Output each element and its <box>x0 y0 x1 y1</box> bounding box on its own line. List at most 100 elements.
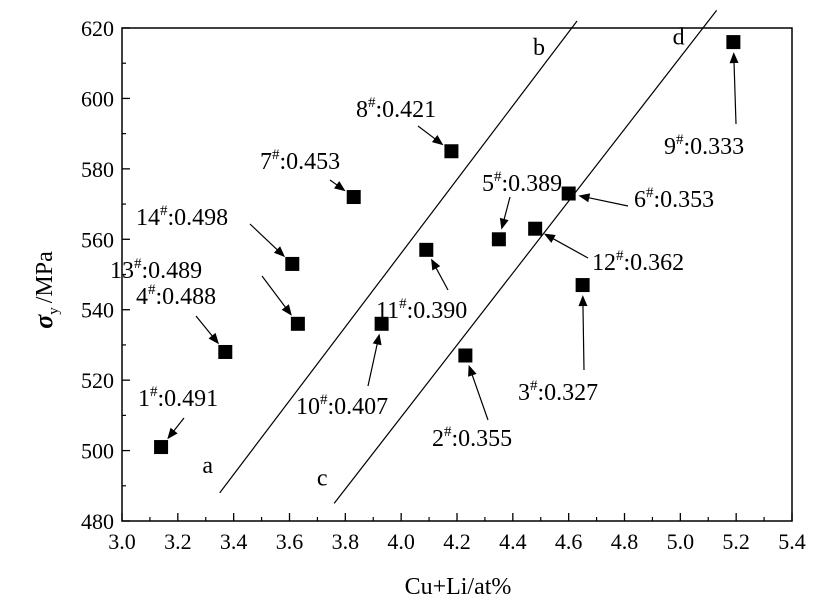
point-label-value: :0.353 <box>654 187 715 213</box>
point-label-sup: # <box>160 203 168 219</box>
y-tick-label: 620 <box>81 16 114 41</box>
point-label: 6#:0.353 <box>634 185 714 213</box>
annotation-arrow-head <box>578 295 588 307</box>
data-point-marker <box>374 316 389 331</box>
annotation-arrow-head <box>208 332 219 345</box>
x-tick-label: 3.6 <box>276 529 304 554</box>
y-tick-label: 520 <box>81 368 114 393</box>
y-tick-label: 580 <box>81 157 114 182</box>
annotation-arrow-shaft <box>249 223 279 252</box>
data-point-marker <box>218 344 233 359</box>
point-label-value: :0.498 <box>168 205 229 231</box>
y-axis-title: σy/MPa <box>29 251 62 329</box>
x-tick-label: 4.2 <box>443 529 471 554</box>
point-label-sup: # <box>320 392 328 408</box>
point-label-sup: # <box>150 384 158 400</box>
point-label: 10#:0.407 <box>296 392 388 420</box>
svg-text:σy/MPa: σy/MPa <box>29 251 62 329</box>
y-tick-label: 480 <box>81 509 114 534</box>
point-label-id: 13 <box>110 258 134 284</box>
x-axis-title: Cu+Li/at% <box>405 574 512 600</box>
x-tick-label: 4.4 <box>499 529 527 554</box>
annotation-arrow-shaft <box>172 417 185 433</box>
data-point-marker <box>575 278 590 293</box>
annotation-arrow-head <box>468 364 477 377</box>
point-label-value: :0.389 <box>502 171 563 197</box>
annotation-arrow-shaft <box>733 61 737 125</box>
y-tick-label: 500 <box>81 439 114 464</box>
data-points-layer <box>154 35 741 455</box>
annotation-arrow-shaft <box>503 196 511 222</box>
point-label-value: :0.453 <box>280 149 341 175</box>
trend-lines-layer: a b c d <box>202 10 718 504</box>
annotation-arrow-head <box>431 258 441 271</box>
axes-layer: 3.0 3.2 3.4 3.6 3.8 4.0 4.2 4.4 4.6 4.8 5.0 5.2 5.4 4… <box>81 16 806 554</box>
annotation-arrow-head <box>729 52 739 64</box>
point-label: 1#:0.491 <box>138 384 218 412</box>
trend-line <box>333 10 718 504</box>
trend-line-end-label: d <box>673 24 685 50</box>
point-label-value: :0.355 <box>452 426 513 452</box>
data-point-marker <box>491 232 506 247</box>
point-label-value: :0.390 <box>407 298 468 324</box>
point-label-sup: # <box>134 256 142 272</box>
point-label-value: :0.488 <box>156 284 217 310</box>
data-point-marker <box>154 440 169 455</box>
x-tick-label: 5.2 <box>722 529 750 554</box>
point-label: 12#:0.362 <box>592 248 684 276</box>
annotation-arrow-shaft <box>587 196 629 207</box>
point-label-id: 4 <box>136 284 148 310</box>
data-point-marker <box>528 221 543 236</box>
point-label-id: 8 <box>356 97 368 123</box>
point-label-id: 7 <box>260 149 272 175</box>
point-label-sup: # <box>148 282 156 298</box>
annotation-arrow-shaft <box>582 304 585 371</box>
point-label: 3#:0.327 <box>518 378 598 406</box>
x-tick-label: 3.4 <box>220 529 248 554</box>
data-point-marker <box>285 256 300 271</box>
point-label-value: :0.327 <box>538 380 599 406</box>
point-label-value: :0.421 <box>376 97 437 123</box>
point-labels-layer: 1#:0.4912#:0.3553#:0.3274#:0.4885#:0.389… <box>110 95 744 452</box>
annotation-arrow-head <box>273 246 286 258</box>
point-label-sup: # <box>444 424 452 440</box>
point-label-id: 14 <box>136 205 160 231</box>
x-tick-label: 5.0 <box>667 529 695 554</box>
point-label-sup: # <box>676 132 684 148</box>
point-label-sup: # <box>494 169 502 185</box>
annotation-arrow-head <box>578 193 591 203</box>
annotation-arrow-shaft <box>195 315 214 338</box>
point-label-id: 5 <box>482 171 494 197</box>
point-label-value: :0.333 <box>684 134 745 160</box>
data-point-marker <box>346 190 361 205</box>
trend-line <box>219 20 578 494</box>
x-tick-label: 3.0 <box>108 529 136 554</box>
point-label: 9#:0.333 <box>664 132 744 160</box>
annotation-arrow-head <box>543 233 556 243</box>
point-label-id: 6 <box>634 187 646 213</box>
x-tick-label: 5.4 <box>778 529 806 554</box>
data-point-marker <box>290 316 305 331</box>
point-label-id: 1 <box>138 386 150 412</box>
y-tick-label: 600 <box>81 86 114 111</box>
point-label-value: :0.407 <box>328 394 389 420</box>
point-label-value: :0.489 <box>142 258 203 284</box>
point-label: 7#:0.453 <box>260 147 340 175</box>
annotation-arrow-shaft <box>367 342 379 387</box>
annotation-arrow-shaft <box>471 373 489 421</box>
x-tick-label: 4.8 <box>611 529 639 554</box>
y-tick-label: 560 <box>81 227 114 252</box>
data-point-marker <box>458 348 473 363</box>
annotation-arrow-shaft <box>261 275 287 309</box>
annotation-arrow-head <box>499 217 509 230</box>
point-label-id: 2 <box>432 426 444 452</box>
annotation-arrow-shaft <box>551 237 589 259</box>
data-point-marker <box>444 144 459 159</box>
point-label: 8#:0.421 <box>356 95 436 123</box>
point-label: 5#:0.389 <box>482 169 562 197</box>
point-label-id: 3 <box>518 380 530 406</box>
annotation-arrow-shaft <box>417 125 437 141</box>
annotation-arrow-head <box>431 134 444 146</box>
x-tick-label: 3.8 <box>332 529 360 554</box>
y-axis-unit: /MPa <box>32 251 58 303</box>
